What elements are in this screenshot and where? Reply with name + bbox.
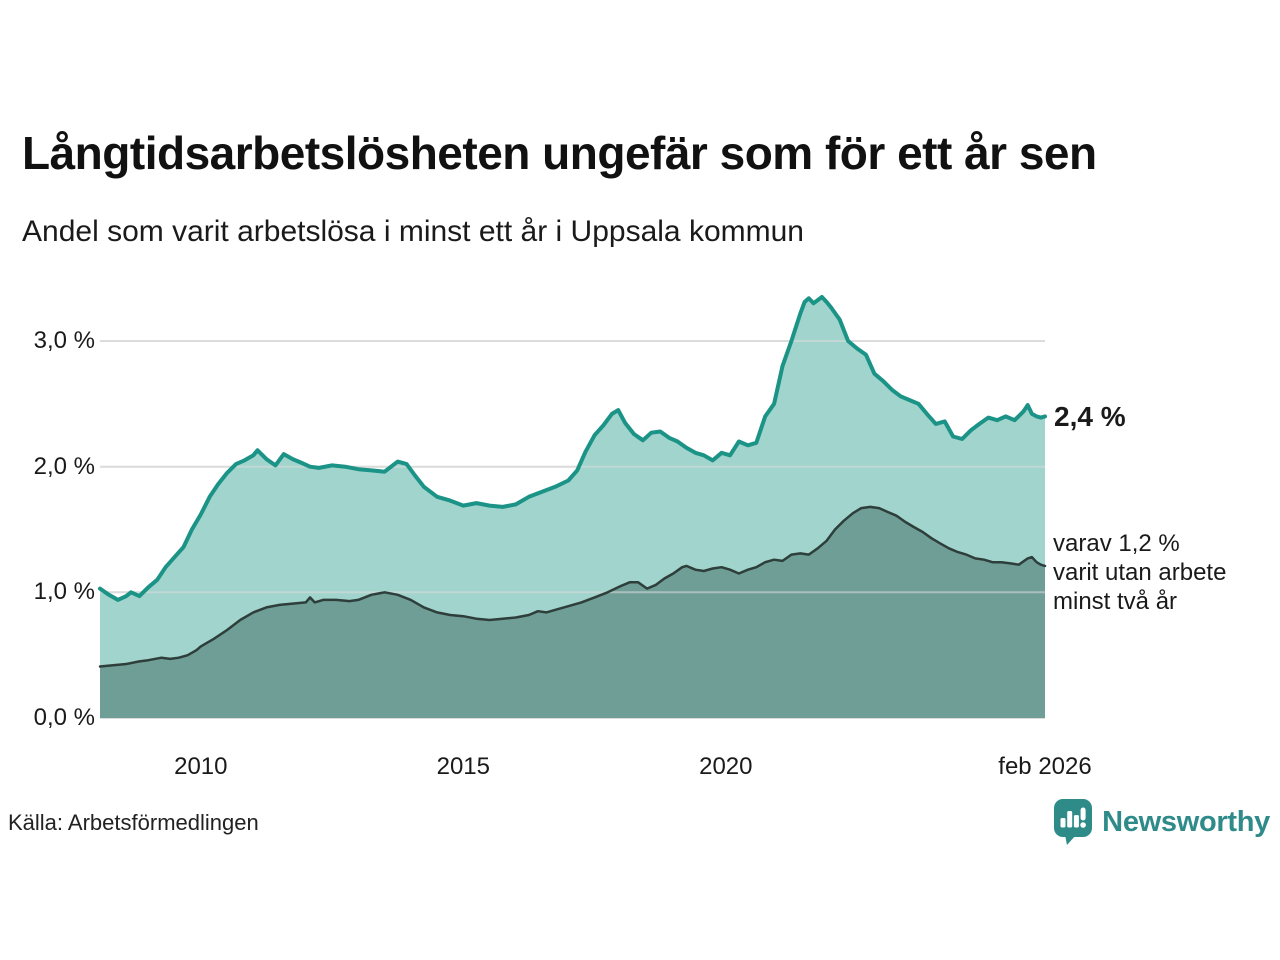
x-axis-label: feb 2026 — [998, 753, 1092, 780]
area-fill-1 — [100, 506, 1045, 718]
secondary-series-label-line1: varav 1,2 % — [1053, 530, 1180, 557]
newsworthy-brand: Newsworthy — [1053, 798, 1270, 846]
x-axis-label: 2020 — [699, 753, 753, 780]
newsworthy-wordmark: Newsworthy — [1102, 805, 1270, 838]
secondary-series-label-line3: minst två år — [1053, 588, 1178, 615]
y-axis-label: 0,0 % — [33, 704, 95, 731]
source-credit: Källa: Arbetsförmedlingen — [8, 810, 259, 835]
latest-value-label: 2,4 % — [1054, 401, 1126, 432]
series-line-1 — [98, 505, 1047, 668]
y-axis-label: 2,0 % — [33, 452, 95, 480]
series-line-0 — [98, 295, 1047, 602]
y-axis-label: 3,0 % — [33, 326, 95, 354]
x-axis-label: 2015 — [436, 753, 490, 780]
page-subtitle: Andel som varit arbetslösa i minst ett å… — [22, 215, 804, 248]
page-title: Långtidsarbetslösheten ungefär som för e… — [22, 127, 1097, 179]
newsworthy-logo-icon — [1054, 799, 1093, 845]
secondary-series-label-line2: varit utan arbete — [1053, 559, 1227, 586]
secondary-series-label: varav 1,2 % varit utan arbete minst två … — [1053, 529, 1226, 616]
y-axis-label: 1,0 % — [33, 578, 95, 606]
x-axis-label: 2010 — [174, 753, 228, 780]
